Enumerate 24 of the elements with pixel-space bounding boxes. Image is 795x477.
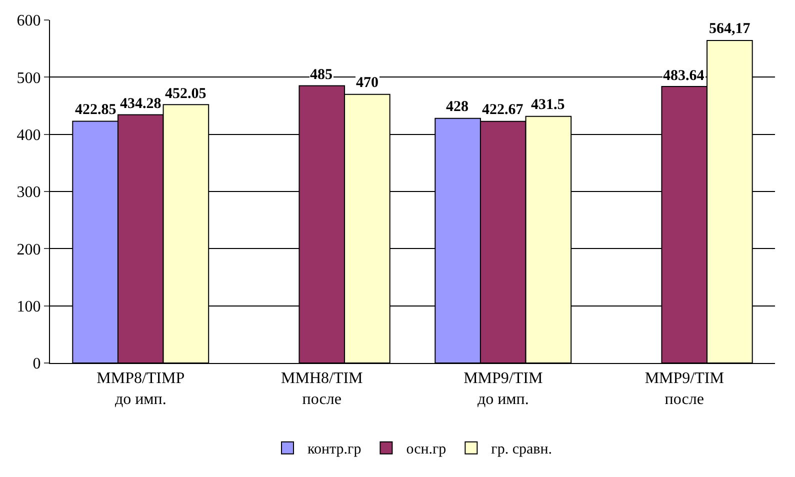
data-label: 564,17 — [709, 21, 751, 37]
y-tick-label: 600 — [16, 12, 41, 30]
legend-label: контр.гр — [308, 442, 362, 458]
data-label: 470 — [356, 75, 378, 91]
y-tick-label: 0 — [32, 356, 41, 373]
x-tick-label: MMH8/TIM после — [280, 370, 363, 408]
data-label: 483.64 — [663, 68, 705, 84]
y-tick-label: 300 — [16, 184, 41, 202]
y-tick-label: 400 — [16, 126, 41, 144]
x-tick-label: MMP9/TIM после — [644, 370, 724, 408]
y-tick-label: 100 — [16, 298, 41, 316]
data-label: 422.85 — [75, 102, 116, 118]
data-label: 428 — [446, 99, 468, 115]
y-tick-label: 200 — [16, 241, 41, 258]
y-tick-label: 500 — [16, 70, 41, 87]
data-label: 485 — [310, 67, 332, 83]
legend-label: гр. сравн. — [491, 442, 552, 458]
legend-label: осн.гр — [406, 442, 446, 458]
data-label: 422.67 — [482, 102, 524, 118]
data-label: 452.05 — [165, 86, 206, 102]
data-label: 431.5 — [531, 97, 565, 113]
x-tick-label: MMP9/TIM до имп. — [464, 370, 543, 408]
data-label: 434.28 — [120, 96, 162, 112]
x-tick-label: MMP8/TIMP до имп. — [96, 370, 185, 408]
